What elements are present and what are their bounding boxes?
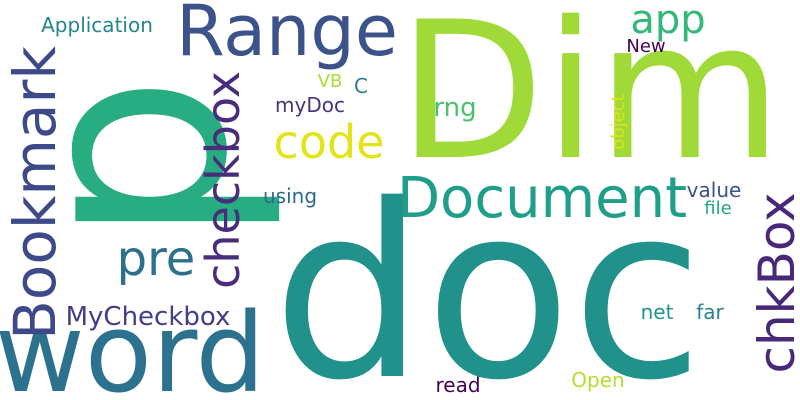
word-read: read bbox=[435, 373, 481, 397]
word-using: using bbox=[262, 184, 318, 208]
word-checkbox: checkbox bbox=[196, 71, 250, 289]
word-value: value bbox=[686, 178, 742, 202]
word-object: object bbox=[608, 94, 629, 150]
word-range: Range bbox=[176, 0, 398, 72]
word-application: Application bbox=[41, 13, 153, 37]
word-c: C bbox=[354, 74, 368, 98]
word-document: Document bbox=[396, 166, 688, 231]
word-rng: rng bbox=[433, 93, 477, 123]
word-chkbox: chkBox bbox=[748, 192, 800, 374]
word-vb: VB bbox=[317, 71, 343, 92]
word-word: word bbox=[0, 289, 266, 400]
word-net: net bbox=[640, 300, 674, 324]
word-bookmark: Bookmark bbox=[1, 46, 69, 340]
word-file: file bbox=[704, 198, 732, 219]
word-app: app bbox=[630, 0, 706, 43]
word-doc: doc bbox=[272, 153, 704, 400]
word-dim: Dim bbox=[397, 0, 783, 202]
word-mycheckbox: MyCheckbox bbox=[65, 302, 231, 332]
word-open: Open bbox=[571, 368, 625, 392]
word-pre: pre bbox=[116, 231, 196, 287]
word-new: New bbox=[626, 36, 666, 57]
word-far: far bbox=[696, 300, 724, 324]
word-code: code bbox=[273, 115, 385, 169]
word-mydoc: myDoc bbox=[275, 93, 345, 117]
